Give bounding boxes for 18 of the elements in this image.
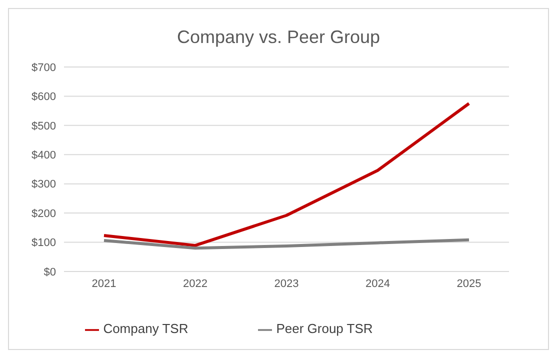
line-series [102, 102, 470, 247]
line-series [102, 238, 470, 250]
y-tick-label: $300 [32, 178, 56, 191]
x-tick-label: 2023 [274, 278, 299, 290]
y-tick-label: $500 [32, 120, 56, 132]
legend-label: Peer Group TSR [276, 321, 373, 336]
legend-label: Company TSR [103, 321, 188, 336]
x-tick-label: 2021 [92, 278, 116, 290]
y-tick-label: $400 [32, 150, 56, 162]
y-tick-label: $100 [32, 237, 56, 250]
y-tick-label: $600 [32, 91, 56, 104]
y-tick-label: $0 [44, 266, 56, 278]
y-tick-label: $700 [32, 62, 56, 74]
x-tick-label: 2024 [366, 278, 390, 290]
x-tick-label: 2022 [183, 278, 208, 290]
chart-title: Company vs. Peer Group [176, 26, 382, 49]
y-tick-label: $200 [32, 208, 56, 220]
x-tick-label: 2025 [456, 278, 482, 290]
